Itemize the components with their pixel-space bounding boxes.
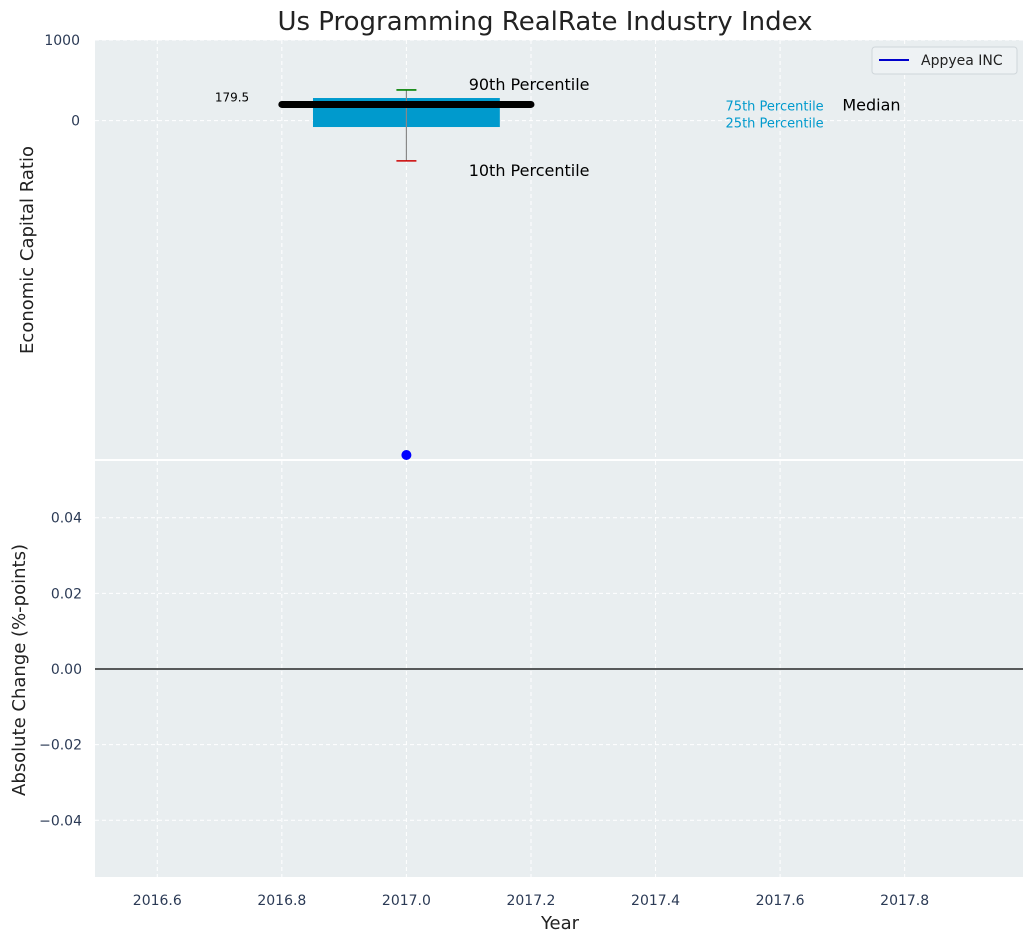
p90-annotation: 90th Percentile: [469, 75, 590, 94]
top-y-tick-label: 1000: [44, 33, 80, 49]
bottom-y-axis-label: Absolute Change (%-points): [9, 544, 30, 796]
x-axis-label: Year: [540, 913, 580, 934]
bottom-y-tick-label: 0.04: [51, 511, 82, 527]
company-point: [401, 450, 412, 460]
bottom-y-tick-label: 0.00: [51, 662, 82, 678]
x-tick-label: 2016.6: [133, 893, 182, 909]
x-tick-label: 2017.4: [631, 893, 680, 909]
value-label: 179.5: [215, 90, 249, 104]
top-y-tick-label: 0: [71, 114, 80, 130]
x-tick-label: 2017.2: [506, 893, 555, 909]
x-tick-label: 2017.6: [756, 893, 805, 909]
chart-title: Us Programming RealRate Industry Index: [277, 7, 812, 37]
x-tick-label: 2017.0: [382, 893, 431, 909]
bottom-y-tick-label: 0.02: [51, 586, 82, 602]
top-panel: 0 1000 179.5 90th Percentile 10th Percentil…: [17, 33, 1023, 460]
legend-label: Appyea INC: [921, 53, 1003, 69]
bottom-grid: [95, 461, 1023, 877]
bottom-y-tick-label: −0.02: [39, 738, 82, 754]
median-annotation: Median: [842, 95, 900, 114]
bottom-y-ticks: −0.04 −0.02 0.00 0.02 0.04: [39, 511, 82, 830]
legend-box: [871, 46, 1018, 75]
top-y-ticks: 0 1000: [44, 33, 80, 130]
legend[interactable]: Appyea INC: [871, 46, 1018, 75]
bottom-x-ticks: 2016.6 2016.8 2017.0 2017.2 2017.4 2017.6 2017…: [133, 893, 929, 909]
p10-annotation: 10th Percentile: [469, 161, 590, 180]
top-y-axis-label: Economic Capital Ratio: [17, 146, 38, 354]
bottom-panel: −0.04 −0.02 0.00 0.02 0.04 2016.6 2016.8 2017.…: [9, 461, 1023, 934]
x-tick-label: 2016.8: [257, 893, 306, 909]
bottom-y-tick-label: −0.04: [39, 813, 82, 829]
p75-annotation: 75th Percentile: [726, 99, 824, 114]
x-tick-label: 2017.8: [880, 893, 929, 909]
top-grid: [95, 39, 1023, 459]
p25-annotation: 25th Percentile: [726, 116, 824, 131]
top-marks: 179.5 90th Percentile 10th Percentile 75th …: [215, 75, 901, 460]
top-plot-area: [95, 40, 1023, 459]
